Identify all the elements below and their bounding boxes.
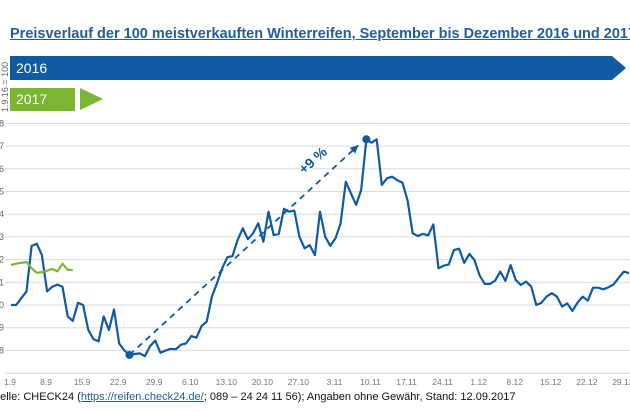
source-footer: uelle: CHECK24 (https://reifen.check24.d…: [0, 391, 515, 403]
x-tick-label: 1.9: [4, 377, 16, 387]
x-tick-label: 29.12: [612, 377, 630, 387]
legend-2016-bar: 2016: [10, 56, 612, 80]
y-tick-label: 98: [0, 345, 4, 355]
y-tick-label: 107: [0, 141, 4, 151]
legend-2016-arrow-icon: [612, 56, 626, 80]
y-tick-label: 108: [0, 118, 4, 128]
x-tick-label: 10.11: [360, 377, 381, 387]
x-tick-label: 24.11: [432, 377, 453, 387]
series-line-2016: [11, 138, 630, 358]
source-link[interactable]: https://reifen.check24.de/: [80, 391, 204, 403]
y-tick-label: 105: [0, 187, 4, 197]
x-tick-label: 1.12: [470, 377, 487, 387]
arrowhead-icon: [349, 145, 359, 154]
x-tick-label: 8.9: [40, 377, 52, 387]
y-tick-label: 104: [0, 209, 4, 219]
y-tick-label: 101: [0, 277, 4, 287]
change-label: +9 %: [295, 143, 330, 177]
x-tick-label: 22.12: [576, 377, 598, 387]
footer-suffix: ; 089 – 24 24 11 56); Angaben ohne Gewäh…: [203, 391, 516, 403]
x-tick-label: 22.9: [110, 377, 127, 387]
x-tick-label: 20.10: [252, 377, 274, 387]
x-tick-label: 15.12: [540, 377, 562, 387]
y-tick-label: 100: [0, 300, 4, 310]
x-tick-label: 15.9: [74, 377, 91, 387]
x-tick-label: 3.11: [326, 377, 342, 387]
x-tick-label: 6.10: [182, 377, 199, 387]
x-tick-label: 27.10: [288, 377, 310, 387]
y-tick-label: 102: [0, 255, 4, 265]
x-tick-label: 29.9: [146, 377, 163, 387]
x-tick-label: 8.12: [506, 377, 523, 387]
x-tick-label: 13.10: [216, 377, 238, 387]
trend-arrow-dashed-line: [128, 144, 359, 356]
high-point-marker: [362, 135, 371, 144]
legend-2017-arrow-icon: [80, 88, 103, 110]
low-point-marker: [125, 350, 134, 359]
y-tick-label: 99: [0, 323, 4, 333]
x-tick-label: 17.11: [396, 377, 417, 387]
legend-2017-bar: 2017: [10, 88, 75, 111]
series-line-2017: [10, 261, 73, 274]
footer-prefix: uelle: CHECK24 (: [0, 391, 81, 403]
y-tick-label: 106: [0, 164, 4, 174]
chart-title: Preisverlauf der 100 meistverkauften Win…: [10, 26, 630, 42]
y-tick-label: 103: [0, 232, 4, 242]
